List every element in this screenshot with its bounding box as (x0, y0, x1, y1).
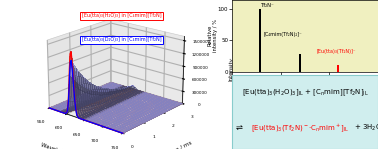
Bar (337, 65, 339, 72)
Y-axis label: Time / ms: Time / ms (166, 140, 192, 149)
Text: [Eu(tta)₃(H₂O)₃] in [C₄mim][Tf₂N]: [Eu(tta)₃(H₂O)₃] in [C₄mim][Tf₂N] (82, 13, 161, 18)
Text: + 3H$_2$O$_{\mathregular{IL}}$: + 3H$_2$O$_{\mathregular{IL}}$ (352, 123, 378, 133)
Text: [Eu(tta)₃(D₂O)₃] in [C₄mim][Tf₂N]: [Eu(tta)₃(D₂O)₃] in [C₄mim][Tf₂N] (82, 37, 161, 42)
X-axis label: Wavelength / nm: Wavelength / nm (40, 142, 87, 149)
Text: Tf₂N⁻: Tf₂N⁻ (261, 3, 275, 8)
Y-axis label: Relative
intensity / %: Relative intensity / % (207, 19, 218, 52)
Bar (299, 54, 301, 72)
Text: [C₄mim(Tf₂N)₂]⁻: [C₄mim(Tf₂N)₂]⁻ (263, 32, 302, 37)
Text: [Eu(tta)₃(Tf₂N)]⁻: [Eu(tta)₃(Tf₂N)]⁻ (317, 49, 356, 54)
FancyBboxPatch shape (232, 74, 378, 149)
Text: [Eu(tta)$_3$(Tf$_2$N)$^-$$\cdot$C$_n$mim$^+$]$_{\mathregular{IL}}$: [Eu(tta)$_3$(Tf$_2$N)$^-$$\cdot$C$_n$mim… (251, 122, 350, 134)
Text: [Eu(tta)$_3$(H$_2$O)$_3$]$_{\mathregular{IL}}$ + [C$_n$mim][Tf$_2$N]$_{\mathregu: [Eu(tta)$_3$(H$_2$O)$_3$]$_{\mathregular… (242, 88, 369, 98)
Bar (259, 9, 260, 72)
Text: ⇌: ⇌ (235, 124, 242, 133)
X-axis label: m / z: m / z (297, 81, 313, 86)
